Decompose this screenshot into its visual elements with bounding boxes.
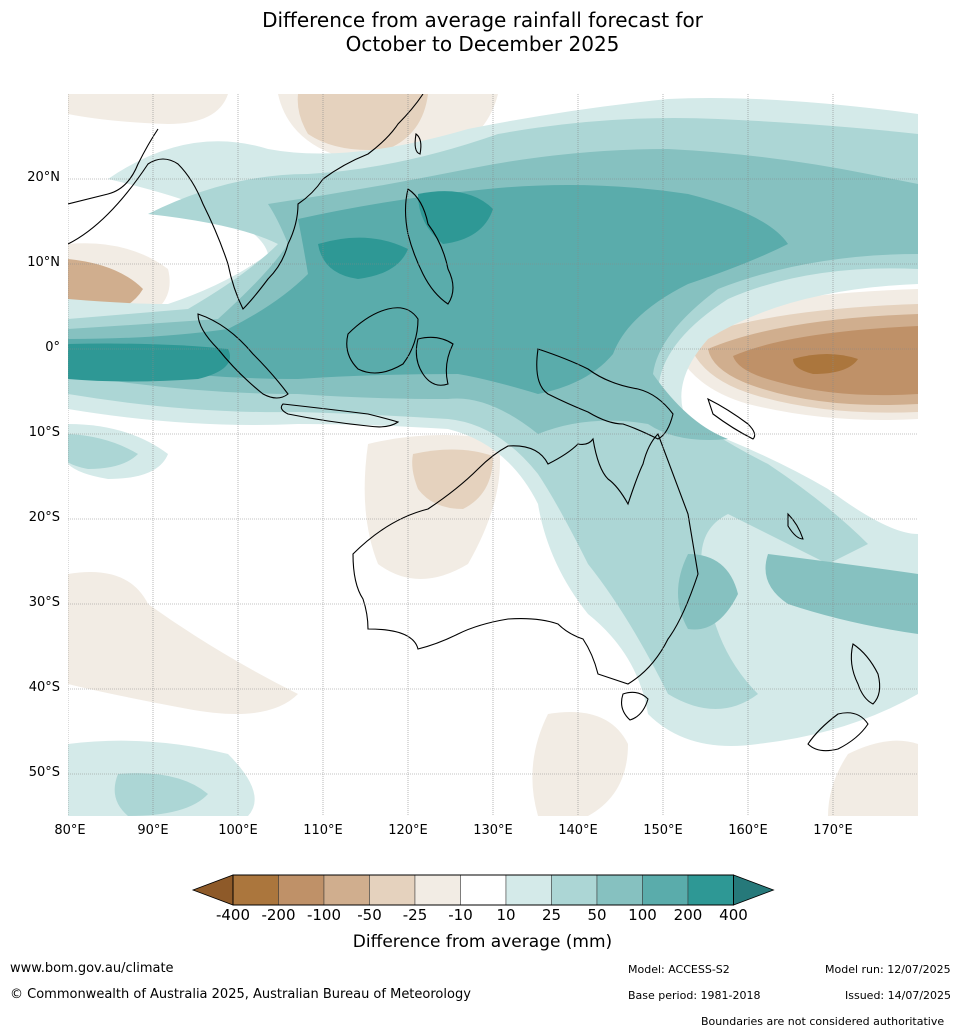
colorbar-swatch bbox=[642, 874, 689, 906]
website-link[interactable]: www.bom.gov.au/climate bbox=[10, 961, 174, 976]
australia-coast bbox=[352, 433, 699, 685]
wet-strong-core-1 bbox=[318, 237, 408, 279]
colorbar-low-extend bbox=[191, 874, 234, 906]
sumatra-coast bbox=[197, 313, 289, 399]
longitude-label: 90°E bbox=[137, 823, 169, 838]
wet-strong-core-west bbox=[68, 343, 230, 382]
colorbar-swatch bbox=[369, 874, 416, 906]
wet-200-main bbox=[68, 185, 788, 394]
colorbar-tick-label: -25 bbox=[402, 906, 428, 924]
dry-patch-nw-australia-core bbox=[412, 449, 493, 509]
latitude-label: 40°S bbox=[28, 680, 60, 695]
longitude-label: 140°E bbox=[558, 823, 598, 838]
longitude-label: 110°E bbox=[303, 823, 343, 838]
colorbar-tick-label: -100 bbox=[306, 906, 342, 924]
solomon-islands-coast bbox=[707, 397, 756, 440]
borneo-coast bbox=[346, 307, 419, 374]
vanuatu-coast bbox=[787, 512, 804, 540]
latitude-label: 10°N bbox=[27, 255, 60, 270]
tasmania-coast bbox=[621, 691, 649, 721]
colorbar-tick-label: 100 bbox=[628, 906, 657, 924]
colorbar-high-extend bbox=[733, 874, 775, 906]
latitude-label: 20°N bbox=[27, 170, 60, 185]
colorbar-swatch bbox=[551, 874, 598, 906]
colorbar-tick-label: 10 bbox=[496, 906, 516, 924]
coastlines bbox=[68, 94, 881, 752]
dry-patch-east-pacific-400 bbox=[793, 354, 858, 374]
gridlines bbox=[68, 94, 918, 816]
java-coast bbox=[280, 403, 400, 428]
colorbar-tick-label: 200 bbox=[673, 906, 703, 924]
wet-patch-tasman bbox=[765, 554, 918, 634]
wet-strong-core-2 bbox=[418, 191, 493, 244]
colorbar-outline bbox=[232, 874, 734, 906]
dry-patch-southwest-ocean bbox=[68, 572, 298, 714]
colorbar-swatch bbox=[232, 874, 279, 906]
wet-patch-se-aus bbox=[678, 554, 738, 630]
colorbar-tick-label: -400 bbox=[215, 906, 251, 924]
taiwan-coast bbox=[414, 133, 422, 155]
colorbar-tick-label: -50 bbox=[357, 906, 382, 924]
colorbar-swatch bbox=[278, 874, 325, 906]
longitude-label: 130°E bbox=[473, 823, 513, 838]
colorbar-swatch bbox=[505, 874, 552, 906]
colorbar-swatch bbox=[460, 874, 507, 906]
india-coast bbox=[68, 128, 159, 205]
sulawesi-coast bbox=[415, 336, 454, 386]
new-guinea-coast bbox=[536, 348, 674, 440]
title-line-1: Difference from average rainfall forecas… bbox=[262, 8, 703, 32]
boundaries-disclaimer: Boundaries are not considered authoritat… bbox=[701, 1015, 945, 1028]
colorbar bbox=[191, 874, 775, 906]
latitude-label: 0° bbox=[45, 340, 60, 355]
longitude-label: 160°E bbox=[728, 823, 768, 838]
colorbar-tick-label: 25 bbox=[541, 906, 562, 924]
dry-patch-southeast bbox=[828, 740, 918, 816]
longitude-label: 80°E bbox=[54, 823, 86, 838]
colorbar-label: Difference from average (mm) bbox=[352, 932, 613, 952]
base-period: Base period: 1981-2018 bbox=[628, 989, 761, 1002]
dry-patch-north-central-core bbox=[297, 94, 428, 150]
colorbar-swatch bbox=[323, 874, 370, 906]
colorbar-swatch bbox=[596, 874, 643, 906]
wet-band-west-core bbox=[68, 434, 138, 469]
north-island-nz-coast bbox=[850, 643, 881, 705]
colorbar-tick-label: 50 bbox=[587, 906, 607, 924]
colorbar-tick-label: -200 bbox=[261, 906, 296, 924]
longitude-label: 100°E bbox=[218, 823, 258, 838]
copyright-text: © Commonwealth of Australia 2025, Austra… bbox=[10, 987, 471, 1002]
model-run-date: Model run: 12/07/2025 bbox=[825, 963, 951, 976]
rainfall-anomaly-map bbox=[68, 94, 918, 816]
latitude-label: 30°S bbox=[28, 595, 60, 610]
colorbar-tick-label: 400 bbox=[719, 906, 748, 924]
chart-title: Difference from average rainfall forecas… bbox=[0, 8, 965, 56]
latitude-label: 10°S bbox=[28, 425, 60, 440]
longitude-label: 170°E bbox=[813, 823, 853, 838]
issued-date: Issued: 14/07/2025 bbox=[845, 989, 952, 1002]
wet-patch-southwest-core bbox=[114, 773, 208, 816]
latitude-label: 50°S bbox=[28, 765, 60, 780]
colorbar-tick-label: -10 bbox=[448, 906, 473, 924]
model-name: Model: ACCESS-S2 bbox=[628, 963, 730, 976]
dry-patch-south-ocean bbox=[532, 712, 628, 816]
map-canvas bbox=[68, 94, 918, 816]
longitude-label: 120°E bbox=[388, 823, 428, 838]
dry-patch-northwest bbox=[68, 94, 228, 124]
colorbar-swatch bbox=[414, 874, 461, 906]
longitude-label: 150°E bbox=[643, 823, 683, 838]
colorbar-swatch bbox=[687, 874, 734, 906]
mainland-asia-coast bbox=[68, 94, 424, 310]
latitude-label: 20°S bbox=[28, 510, 60, 525]
title-line-2: October to December 2025 bbox=[345, 32, 620, 56]
south-island-nz-coast bbox=[807, 712, 869, 752]
